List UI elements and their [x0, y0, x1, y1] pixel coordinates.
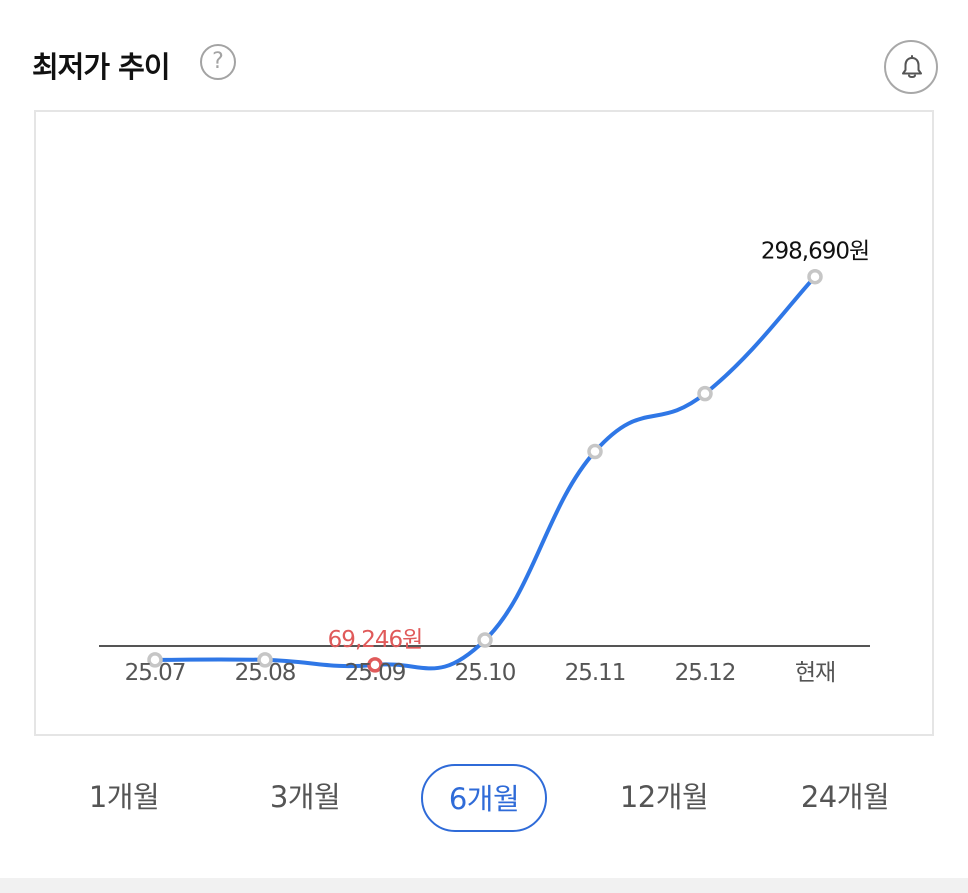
- period-tab[interactable]: 3개월: [269, 780, 341, 814]
- x-tick-label: 25.08: [235, 660, 296, 686]
- bell-icon: [902, 55, 922, 78]
- section-divider: [0, 878, 968, 893]
- chart-header: 최저가 추이 ?: [32, 40, 938, 94]
- price-chart-panel: 25.07 25.08 25.09 25.10 25.11 25.12 현재 69,246원 2…: [34, 110, 934, 736]
- price-trend-chart: 25.07 25.08 25.09 25.10 25.11 25.12 현재 69,246원 2…: [99, 239, 870, 686]
- x-tick-label: 25.09: [345, 660, 406, 686]
- x-tick-label: 현재: [795, 660, 835, 686]
- question-circle-icon[interactable]: ?: [200, 44, 236, 80]
- period-tabs: 1개월 3개월 6개월 12개월 24개월: [0, 764, 968, 832]
- price-line: [153, 274, 817, 671]
- chart-title: 최저가 추이: [32, 50, 170, 84]
- price-point: [587, 443, 603, 460]
- period-tab[interactable]: 12개월: [619, 780, 709, 814]
- period-tab[interactable]: 24개월: [800, 780, 890, 814]
- x-tick-label: 25.12: [675, 660, 736, 686]
- period-tab[interactable]: 1개월: [88, 780, 160, 814]
- price-alert-button[interactable]: [884, 40, 938, 94]
- period-tab[interactable]: 6개월: [421, 764, 547, 832]
- x-tick-label: 25.11: [565, 660, 626, 686]
- price-point: [257, 652, 273, 668]
- x-tick-label: 25.10: [455, 660, 516, 686]
- price-point: [147, 652, 163, 668]
- current-price-label: 298,690원: [761, 239, 869, 265]
- price-point: [807, 268, 823, 285]
- x-tick-label: 25.07: [125, 660, 186, 686]
- lowest-price-label: 69,246원: [328, 627, 423, 653]
- price-point: [477, 632, 493, 648]
- price-point: [697, 385, 713, 402]
- lowest-price-point: [367, 657, 383, 673]
